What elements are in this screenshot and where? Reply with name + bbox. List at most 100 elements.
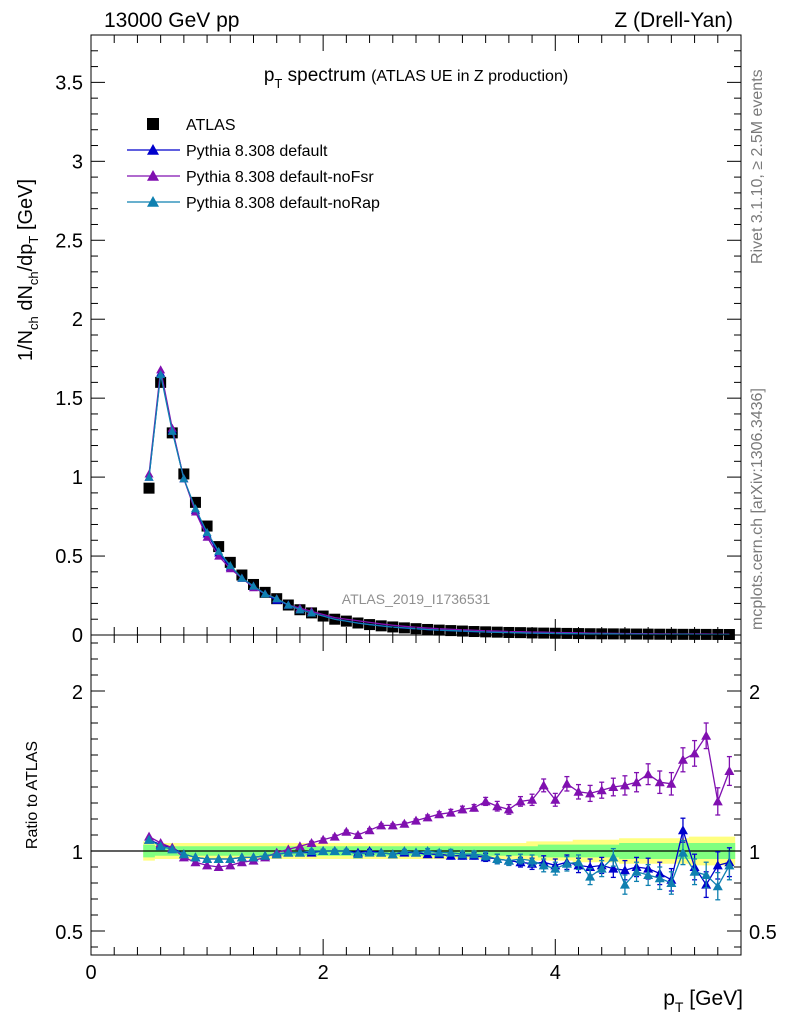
ratio-marker xyxy=(271,849,282,859)
atlas-data-point xyxy=(189,496,201,508)
y-tick-label: 0.5 xyxy=(55,546,83,568)
ratio-marker xyxy=(677,825,688,835)
ratio-marker xyxy=(329,846,340,855)
ratio-marker xyxy=(178,849,189,859)
ratio-marker xyxy=(445,807,456,817)
ratio-marker xyxy=(469,849,480,859)
ratio-marker xyxy=(585,871,596,881)
ratio-marker xyxy=(619,865,630,875)
ylabel-part-1: 1/N xyxy=(15,330,37,361)
plot-title-main: pT spectrum xyxy=(264,65,371,91)
y-tick-label: 1.5 xyxy=(55,388,83,410)
series-marker xyxy=(156,369,166,379)
ratio-marker xyxy=(561,858,572,868)
y-tick-label: 1 xyxy=(72,467,83,489)
ratio-marker xyxy=(538,780,549,790)
ratio-marker xyxy=(411,847,421,857)
atlas-data-point xyxy=(178,468,190,480)
ratio-axis-label: Ratio to ATLAS xyxy=(24,741,41,849)
ratio-marker xyxy=(480,796,491,806)
ratio-marker xyxy=(643,769,654,779)
ratio-marker xyxy=(701,730,712,740)
ratio-marker xyxy=(434,809,445,819)
ratio-marker xyxy=(387,820,398,830)
ratio-frame xyxy=(90,634,742,956)
ratio-marker xyxy=(364,847,375,857)
energy-label: 13000 GeV pp xyxy=(104,9,239,32)
legend: ATLAS Pythia 8.308 default Pythia 8.308 de… xyxy=(127,117,380,212)
ratio-marker xyxy=(608,782,619,791)
ratio-marker xyxy=(422,846,433,855)
ylabel-part-2: dN xyxy=(15,285,37,316)
ratio-marker xyxy=(376,847,387,857)
ratio-marker xyxy=(538,860,549,870)
process-label: Z (Drell-Yan) xyxy=(614,9,733,32)
title-p-sub: T xyxy=(274,76,282,91)
atlas-data-point xyxy=(155,376,167,388)
ylabel-part-4: [GeV] xyxy=(15,179,37,236)
ratio-marker xyxy=(550,863,561,873)
xlabel-p: p xyxy=(663,987,675,1010)
ratio-marker xyxy=(213,862,224,871)
ratio-y-tick-label: 2 xyxy=(72,682,83,704)
legend-marker-square xyxy=(147,118,159,130)
ratio-marker xyxy=(596,863,607,873)
ratio-marker xyxy=(608,863,619,873)
ratio-marker xyxy=(225,854,236,863)
ratio-marker xyxy=(689,748,700,758)
legend-label: Pythia 8.308 default-noFsr xyxy=(186,169,374,186)
ratio-marker xyxy=(329,831,340,841)
mcplots-info: mcplots.cern.ch [arXiv:1306.3436] xyxy=(749,388,766,630)
series-marker xyxy=(214,546,224,555)
ratio-marker xyxy=(527,855,538,865)
ratio-marker xyxy=(283,847,294,857)
analysis-id: ATLAS_2019_I1736531 xyxy=(342,591,491,607)
ratio-marker xyxy=(585,788,596,798)
ylabel-sub-ch-1: ch xyxy=(26,316,41,330)
ratio-marker xyxy=(677,847,688,857)
y-tick-label: 3 xyxy=(72,151,83,173)
ratio-marker xyxy=(480,850,491,860)
ratio-marker xyxy=(236,852,247,862)
ratio-marker xyxy=(561,778,572,788)
series-marker xyxy=(237,573,247,582)
ratio-y-tick-label-right: 2 xyxy=(749,682,760,704)
ratio-marker xyxy=(666,778,677,788)
plot-title-note: (ATLAS UE in Z production) xyxy=(371,68,568,85)
xlabel-unit: [GeV] xyxy=(683,987,743,1010)
ratio-y-tick-label: 1 xyxy=(72,842,83,864)
ratio-marker xyxy=(654,777,665,787)
ratio-marker xyxy=(492,854,503,863)
ratio-marker xyxy=(225,860,236,870)
ratio-panel: 0.5 0.5 1 1 2 2 0 2 4 Ratio to ATLAS pT [GeV] xyxy=(24,634,777,1015)
legend-label: Pythia 8.308 default-noRap xyxy=(186,195,380,212)
legend-label: ATLAS xyxy=(186,117,236,134)
x-axis-label: pT [GeV] xyxy=(663,987,743,1015)
ratio-marker xyxy=(445,847,456,857)
series-marker xyxy=(202,532,212,541)
ratio-marker xyxy=(236,857,247,867)
ylabel-sub-t: T xyxy=(26,236,41,244)
ratio-marker xyxy=(341,846,352,855)
ratio-marker xyxy=(376,820,387,830)
series-marker xyxy=(260,589,270,598)
ratio-marker xyxy=(434,847,445,857)
ratio-marker xyxy=(515,854,526,863)
title-spectrum-text: spectrum xyxy=(282,65,371,86)
series-marker xyxy=(214,551,224,560)
ratio-marker xyxy=(190,857,201,867)
atlas-data-point xyxy=(213,541,225,553)
series-marker xyxy=(167,426,177,435)
series-marker xyxy=(295,605,305,614)
ratio-marker xyxy=(318,834,329,844)
ratio-marker xyxy=(503,855,514,865)
legend-marker-triangle xyxy=(147,196,159,207)
ylabel-part-3: /dp xyxy=(15,244,37,272)
atlas-data-point xyxy=(143,482,155,494)
series-marker xyxy=(190,504,200,513)
ratio-marker xyxy=(202,854,213,863)
ratio-marker xyxy=(294,847,305,857)
ratio-marker xyxy=(387,849,398,859)
y-tick-label: 3.5 xyxy=(55,72,83,94)
